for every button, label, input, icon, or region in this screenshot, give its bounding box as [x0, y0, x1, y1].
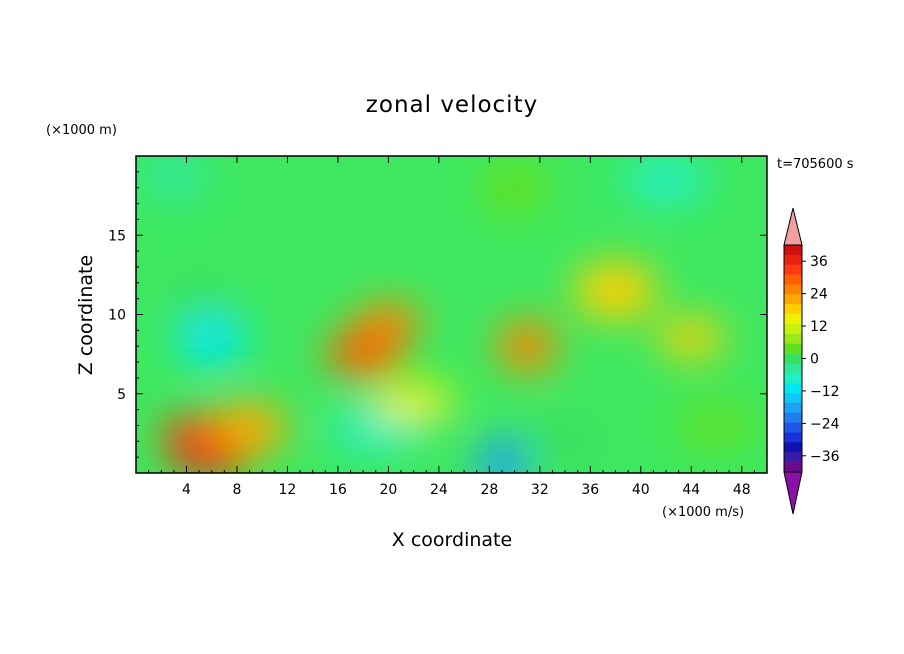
colorbar-over-arrow: [783, 207, 803, 246]
colorbar-swatch: [784, 422, 802, 433]
colorbar-swatch: [784, 373, 802, 384]
field-feature: [177, 309, 246, 368]
colorbar-tick-label: 24: [810, 287, 828, 303]
field-feature: [165, 278, 234, 319]
field-feature: [139, 156, 208, 202]
field-feature: [624, 156, 709, 203]
field-feature: [475, 437, 528, 473]
colorbar-swatch: [784, 363, 802, 374]
time-label: t=705600 s: [777, 157, 854, 172]
field-feature: [573, 261, 658, 320]
x-axis: 4 8 12 16 20 24 28 32 36 40 44 48: [148, 156, 755, 498]
colorbar-tick-label: 0: [810, 352, 819, 368]
field-feature: [371, 381, 456, 422]
colorbar-swatch: [784, 245, 802, 256]
colorbar-swatch: [784, 274, 802, 285]
field-feature: [531, 412, 600, 471]
colorbar: 36 24 12 0 −12 −24 −36: [783, 207, 840, 515]
x-tick-label: 24: [430, 482, 448, 498]
x-tick-label: 48: [733, 482, 751, 498]
colorbar-swatch: [784, 284, 802, 295]
x-tick-label: 32: [531, 482, 549, 498]
colorbar-tick-label: 36: [810, 254, 828, 270]
chart-title: zonal velocity: [366, 92, 538, 118]
colorbar-swatch: [784, 402, 802, 414]
x-tick-label: 4: [182, 482, 191, 498]
velocity-field: [139, 156, 759, 473]
x-tick-label: 36: [581, 482, 599, 498]
x-unit-label: (×1000 m/s): [662, 505, 744, 520]
colorbar-swatch: [784, 432, 802, 443]
field-feature: [657, 318, 726, 359]
field-feature: [497, 320, 558, 373]
y-axis-label: Z coordinate: [75, 255, 97, 375]
colorbar-swatch: [784, 304, 802, 315]
colorbar-swatch: [784, 452, 802, 463]
x-tick-label: 40: [632, 482, 650, 498]
x-tick-label: 12: [279, 482, 297, 498]
colorbar-swatch: [784, 333, 802, 344]
x-tick-label: 28: [480, 482, 498, 498]
field-feature: [480, 158, 549, 217]
colorbar-under-arrow: [783, 471, 803, 515]
colorbar-swatch: [784, 323, 802, 335]
colorbar-swatch: [784, 393, 802, 404]
field-feature: [325, 331, 402, 378]
colorbar-swatch: [784, 412, 802, 423]
colorbar-swatch: [784, 442, 802, 453]
y-unit-label: (×1000 m): [46, 123, 117, 138]
colorbar-swatch: [784, 353, 802, 364]
colorbar-swatch: [784, 383, 802, 394]
x-tick-label: 8: [232, 482, 241, 498]
colorbar-tick-label: −36: [810, 449, 840, 465]
y-tick-label: 5: [117, 387, 126, 403]
colorbar-swatch: [784, 462, 802, 473]
colorbar-swatch: [784, 294, 802, 305]
colorbar-tick-label: 12: [810, 319, 828, 335]
x-tick-label: 44: [682, 482, 700, 498]
field-feature: [674, 402, 759, 449]
colorbar-swatch: [784, 264, 802, 275]
y-tick-label: 10: [108, 308, 126, 324]
field-feature: [211, 402, 288, 455]
colorbar-swatch: [784, 314, 802, 325]
y-axis: 5 10 15: [108, 171, 767, 458]
x-tick-label: 20: [379, 482, 397, 498]
colorbar-tick-label: −24: [810, 416, 840, 432]
x-axis-label: X coordinate: [392, 529, 512, 551]
colorbar-tick-label: −12: [810, 384, 840, 400]
colorbar-swatch: [784, 254, 802, 266]
x-tick-label: 16: [329, 482, 347, 498]
colorbar-swatch: [784, 343, 802, 354]
y-tick-label: 15: [108, 228, 126, 244]
